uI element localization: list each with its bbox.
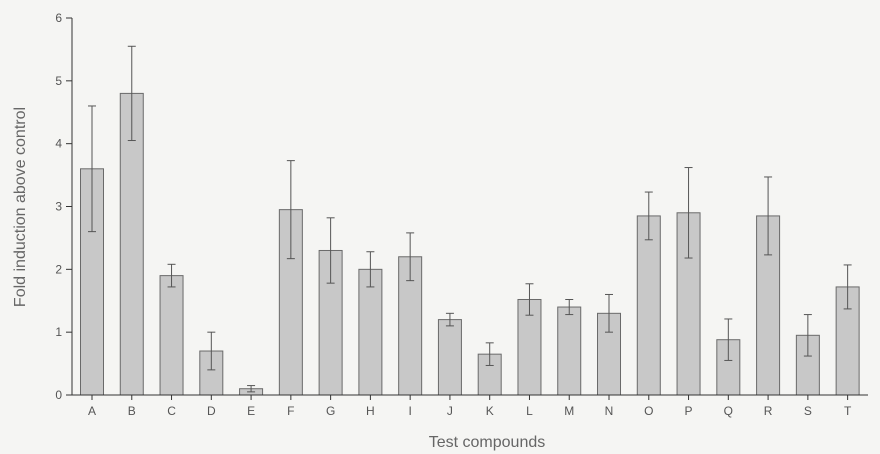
y-tick-label: 3 [55, 200, 62, 214]
x-tick-label: B [128, 404, 136, 418]
x-tick-label: G [326, 404, 335, 418]
y-tick-label: 0 [55, 388, 62, 402]
x-tick-label: H [366, 404, 375, 418]
bar-h [358, 268, 383, 396]
axes-layer: 0 1 2 3 4 5 6 A B C D E F G H I J K L M N O P Q R S T [55, 11, 868, 418]
bar-o [636, 215, 661, 396]
x-tick-label: C [167, 404, 176, 418]
x-tick-label: F [287, 404, 294, 418]
x-tick-label: R [764, 404, 773, 418]
error-bar-b [127, 45, 136, 142]
bar-c [159, 275, 184, 396]
x-tick-label: D [207, 404, 216, 418]
error-bar-o [644, 191, 653, 241]
y-tick-label: 6 [55, 11, 62, 25]
x-tick-label: S [804, 404, 812, 418]
error-bars-layer [88, 45, 852, 393]
x-tick-label: P [685, 404, 693, 418]
x-tick-label: Q [724, 404, 733, 418]
error-bar-n [605, 293, 614, 333]
error-bar-r [764, 176, 773, 256]
error-bar-j [445, 312, 454, 327]
x-tick-label: A [88, 404, 96, 418]
error-bar-k [485, 342, 494, 366]
error-bar-e [247, 385, 256, 393]
x-axis-label: Test compounds [429, 434, 546, 451]
y-tick-label: 5 [55, 74, 62, 88]
error-bar-f [286, 160, 295, 260]
y-tick-label: 2 [55, 262, 62, 276]
x-tick-label: M [564, 404, 574, 418]
x-tick-label: L [526, 404, 533, 418]
y-tick-label: 1 [55, 325, 62, 339]
error-bar-p [684, 167, 693, 259]
error-bar-d [207, 331, 216, 371]
x-tick-label: J [447, 404, 453, 418]
x-tick-label: K [486, 404, 494, 418]
error-bar-m [565, 298, 574, 316]
error-bar-c [167, 263, 176, 288]
error-bar-i [406, 232, 415, 282]
x-tick-label: N [605, 404, 614, 418]
x-tick-label: E [247, 404, 255, 418]
y-axis-label: Fold induction above control [12, 107, 29, 307]
x-tick-label: O [644, 404, 653, 418]
y-tick-label: 4 [55, 137, 62, 151]
error-bar-g [326, 217, 335, 284]
error-bar-a [88, 105, 96, 233]
x-tick-label: T [844, 404, 852, 418]
bar-j [437, 319, 462, 396]
bars-layer [80, 92, 860, 396]
error-bar-h [366, 251, 375, 288]
error-bar-l [525, 283, 534, 316]
error-bar-s [803, 314, 812, 357]
x-tick-label: I [408, 404, 411, 418]
error-bar-t [843, 264, 852, 310]
bar-m [557, 306, 582, 396]
error-bar-q [724, 318, 733, 361]
